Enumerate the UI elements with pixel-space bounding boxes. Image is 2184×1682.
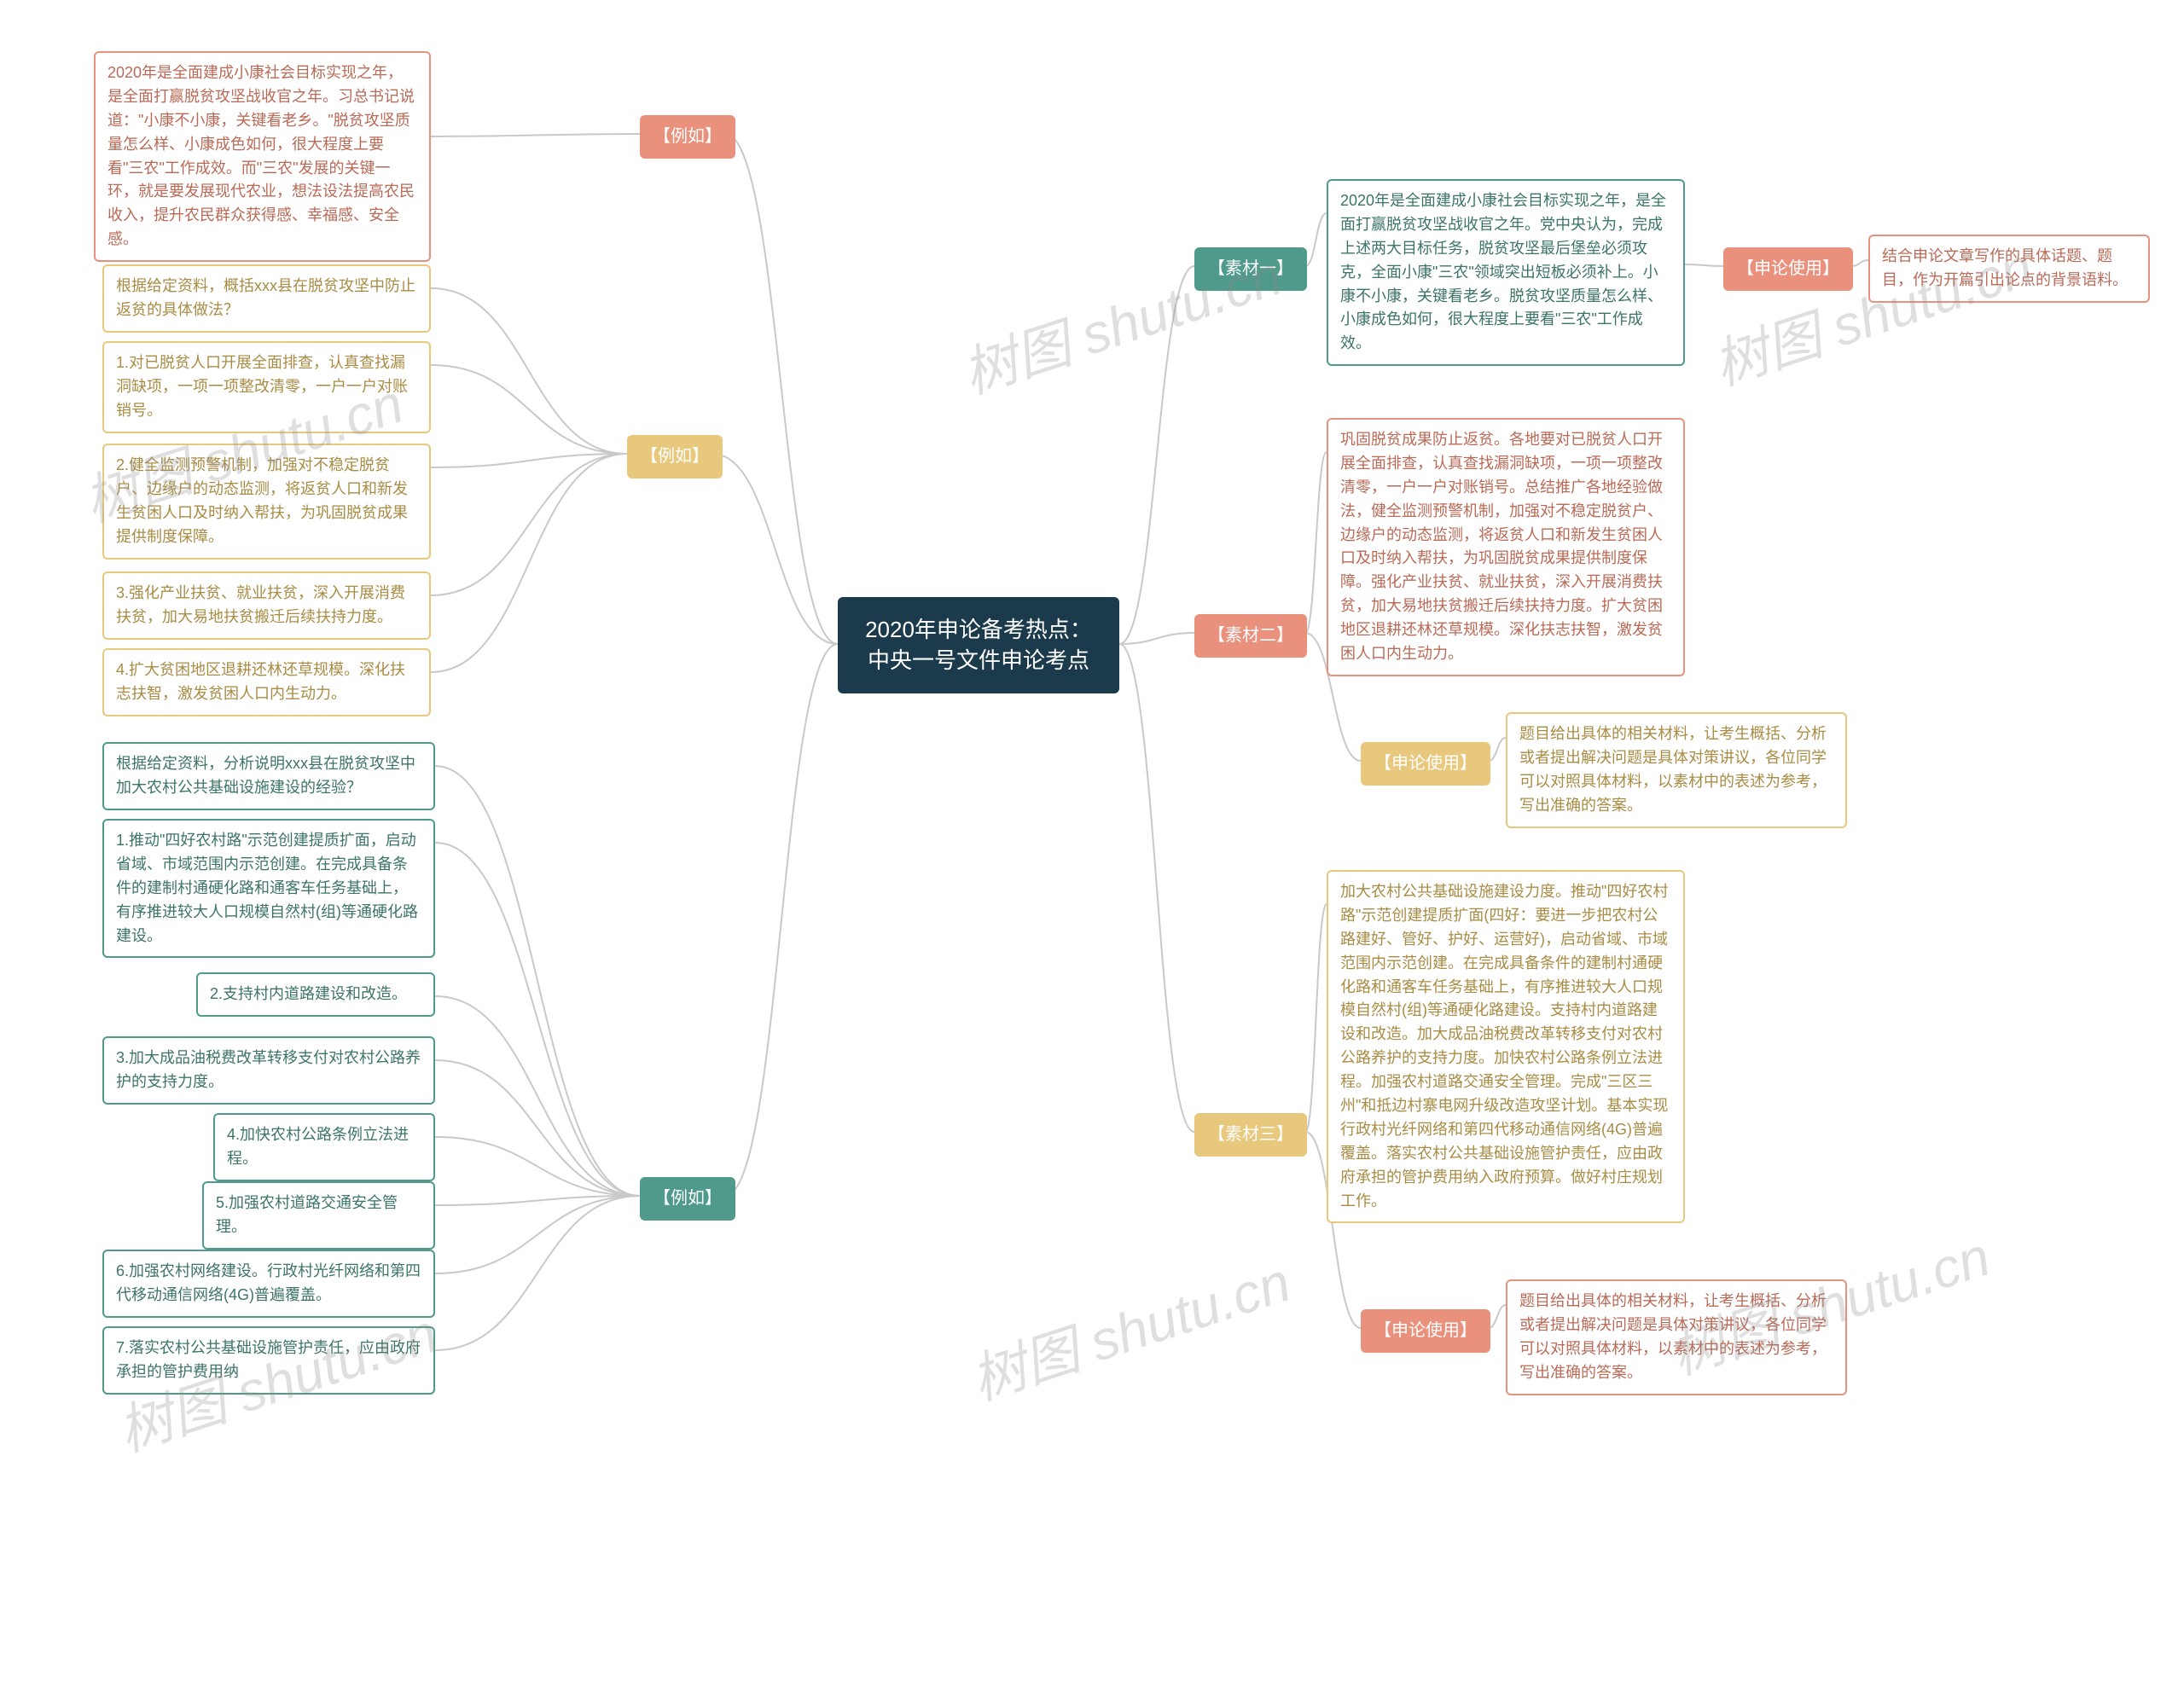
material-3-usage-text: 题目给出具体的相关材料，让考生概括、分析或者提出解决问题是具体对策讲议，各位同学… <box>1519 1292 1827 1381</box>
example-2-item-0: 根据给定资料，概括xxx县在脱贫攻坚中防止返贫的具体做法？ <box>102 264 431 333</box>
material-2-usage-text: 题目给出具体的相关材料，让考生概括、分析或者提出解决问题是具体对策讲议，各位同学… <box>1519 725 1827 814</box>
material-1-body: 2020年是全面建成小康社会目标实现之年，是全面打赢脱贫攻坚战收官之年。党中央认… <box>1327 179 1685 366</box>
mindmap-canvas: 2020年申论备考热点：中央一号文件申论考点 【素材一】 2020年是全面建成小… <box>0 0 2184 1682</box>
material-1-usage-text: 结合申论文章写作的具体话题、题目，作为开篇引出论点的背景语料。 <box>1882 247 2128 288</box>
example-1-tag: 【例如】 <box>640 115 735 159</box>
example-3-tag-label: 【例如】 <box>653 1189 722 1208</box>
material-2-usage-tag-label: 【申论使用】 <box>1374 754 1477 773</box>
example-3-item-2-text: 2.支持村内道路建设和改造。 <box>210 985 407 1002</box>
example-2-item-2: 2.健全监测预警机制，加强对不稳定脱贫户、边缘户的动态监测，将返贫人口和新发生贫… <box>102 444 431 560</box>
example-3-item-7-text: 7.落实农村公共基础设施管护责任，应由政府承担的管护费用纳 <box>116 1339 421 1380</box>
example-2-item-0-text: 根据给定资料，概括xxx县在脱贫攻坚中防止返贫的具体做法？ <box>116 277 415 318</box>
example-3-item-0: 根据给定资料，分析说明xxx县在脱贫攻坚中加大农村公共基础设施建设的经验？ <box>102 742 435 810</box>
material-3-usage-tag: 【申论使用】 <box>1361 1309 1490 1353</box>
example-2-tag-label: 【例如】 <box>641 447 709 466</box>
material-2-body: 巩固脱贫成果防止返贫。各地要对已脱贫人口开展全面排查，认真查找漏洞缺项，一项一项… <box>1327 418 1685 676</box>
example-3-item-4: 4.加快农村公路条例立法进程。 <box>213 1113 435 1181</box>
material-2-usage-body: 题目给出具体的相关材料，让考生概括、分析或者提出解决问题是具体对策讲议，各位同学… <box>1506 712 1847 828</box>
example-2-item-2-text: 2.健全监测预警机制，加强对不稳定脱贫户、边缘户的动态监测，将返贫人口和新发生贫… <box>116 456 408 545</box>
example-1-body-text: 2020年是全面建成小康社会目标实现之年，是全面打赢脱贫攻坚战收官之年。习总书记… <box>107 64 415 247</box>
example-2-item-4: 4.扩大贫困地区退耕还林还草规模。深化扶志扶智，激发贫困人口内生动力。 <box>102 648 431 716</box>
watermark: 树图 shutu.cn <box>960 1238 1298 1415</box>
material-3-usage-body: 题目给出具体的相关材料，让考生概括、分析或者提出解决问题是具体对策讲议，各位同学… <box>1506 1279 1847 1395</box>
material-3-body-text: 加大农村公共基础设施建设力度。推动"四好农村路"示范创建提质扩面(四好：要进一步… <box>1340 883 1668 1209</box>
material-3-body: 加大农村公共基础设施建设力度。推动"四好农村路"示范创建提质扩面(四好：要进一步… <box>1327 870 1685 1223</box>
example-2-item-3: 3.强化产业扶贫、就业扶贫，深入开展消费扶贫，加大易地扶贫搬迁后续扶持力度。 <box>102 571 431 640</box>
example-2-item-3-text: 3.强化产业扶贫、就业扶贫，深入开展消费扶贫，加大易地扶贫搬迁后续扶持力度。 <box>116 584 405 625</box>
material-1-usage-tag-label: 【申论使用】 <box>1737 259 1839 278</box>
example-3-item-7: 7.落实农村公共基础设施管护责任，应由政府承担的管护费用纳 <box>102 1326 435 1395</box>
material-3-tag-label: 【素材三】 <box>1208 1125 1293 1144</box>
material-2-usage-tag: 【申论使用】 <box>1361 742 1490 786</box>
material-1-body-text: 2020年是全面建成小康社会目标实现之年，是全面打赢脱贫攻坚战收官之年。党中央认… <box>1340 192 1666 351</box>
material-1-usage-tag: 【申论使用】 <box>1723 247 1853 291</box>
material-2-tag-label: 【素材二】 <box>1208 626 1293 645</box>
material-2-body-text: 巩固脱贫成果防止返贫。各地要对已脱贫人口开展全面排查，认真查找漏洞缺项，一项一项… <box>1340 431 1663 662</box>
example-3-item-6-text: 6.加强农村网络建设。行政村光纤网络和第四代移动通信网络(4G)普遍覆盖。 <box>116 1262 421 1303</box>
example-2-item-1: 1.对已脱贫人口开展全面排查，认真查找漏洞缺项，一项一项整改清零，一户一户对账销… <box>102 341 431 433</box>
material-1-tag-label: 【素材一】 <box>1208 259 1293 278</box>
root-node: 2020年申论备考热点：中央一号文件申论考点 <box>838 597 1119 693</box>
example-3-item-2: 2.支持村内道路建设和改造。 <box>196 972 435 1017</box>
example-3-item-6: 6.加强农村网络建设。行政村光纤网络和第四代移动通信网络(4G)普遍覆盖。 <box>102 1250 435 1318</box>
example-3-item-1: 1.推动"四好农村路"示范创建提质扩面，启动省域、市域范围内示范创建。在完成具备… <box>102 819 435 958</box>
example-3-item-1-text: 1.推动"四好农村路"示范创建提质扩面，启动省域、市域范围内示范创建。在完成具备… <box>116 832 418 944</box>
root-text: 2020年申论备考热点：中央一号文件申论考点 <box>865 617 1092 673</box>
example-2-tag: 【例如】 <box>627 435 723 478</box>
material-3-usage-tag-label: 【申论使用】 <box>1374 1321 1477 1340</box>
material-3-tag: 【素材三】 <box>1194 1113 1307 1157</box>
example-3-item-5-text: 5.加强农村道路交通安全管理。 <box>216 1194 398 1235</box>
example-1-tag-label: 【例如】 <box>653 127 722 146</box>
example-2-item-1-text: 1.对已脱贫人口开展全面排查，认真查找漏洞缺项，一项一项整改清零，一户一户对账销… <box>116 354 408 419</box>
example-3-item-4-text: 4.加快农村公路条例立法进程。 <box>227 1126 409 1167</box>
material-1-tag: 【素材一】 <box>1194 247 1307 291</box>
example-3-item-3: 3.加大成品油税费改革转移支付对农村公路养护的支持力度。 <box>102 1036 435 1105</box>
example-3-item-5: 5.加强农村道路交通安全管理。 <box>202 1181 435 1250</box>
example-3-item-0-text: 根据给定资料，分析说明xxx县在脱贫攻坚中加大农村公共基础设施建设的经验？ <box>116 755 415 796</box>
material-1-usage-body: 结合申论文章写作的具体话题、题目，作为开篇引出论点的背景语料。 <box>1868 235 2150 303</box>
example-1-body: 2020年是全面建成小康社会目标实现之年，是全面打赢脱贫攻坚战收官之年。习总书记… <box>94 51 431 262</box>
example-3-item-3-text: 3.加大成品油税费改革转移支付对农村公路养护的支持力度。 <box>116 1049 421 1090</box>
material-2-tag: 【素材二】 <box>1194 614 1307 658</box>
example-3-tag: 【例如】 <box>640 1177 735 1221</box>
example-2-item-4-text: 4.扩大贫困地区退耕还林还草规模。深化扶志扶智，激发贫困人口内生动力。 <box>116 661 405 702</box>
